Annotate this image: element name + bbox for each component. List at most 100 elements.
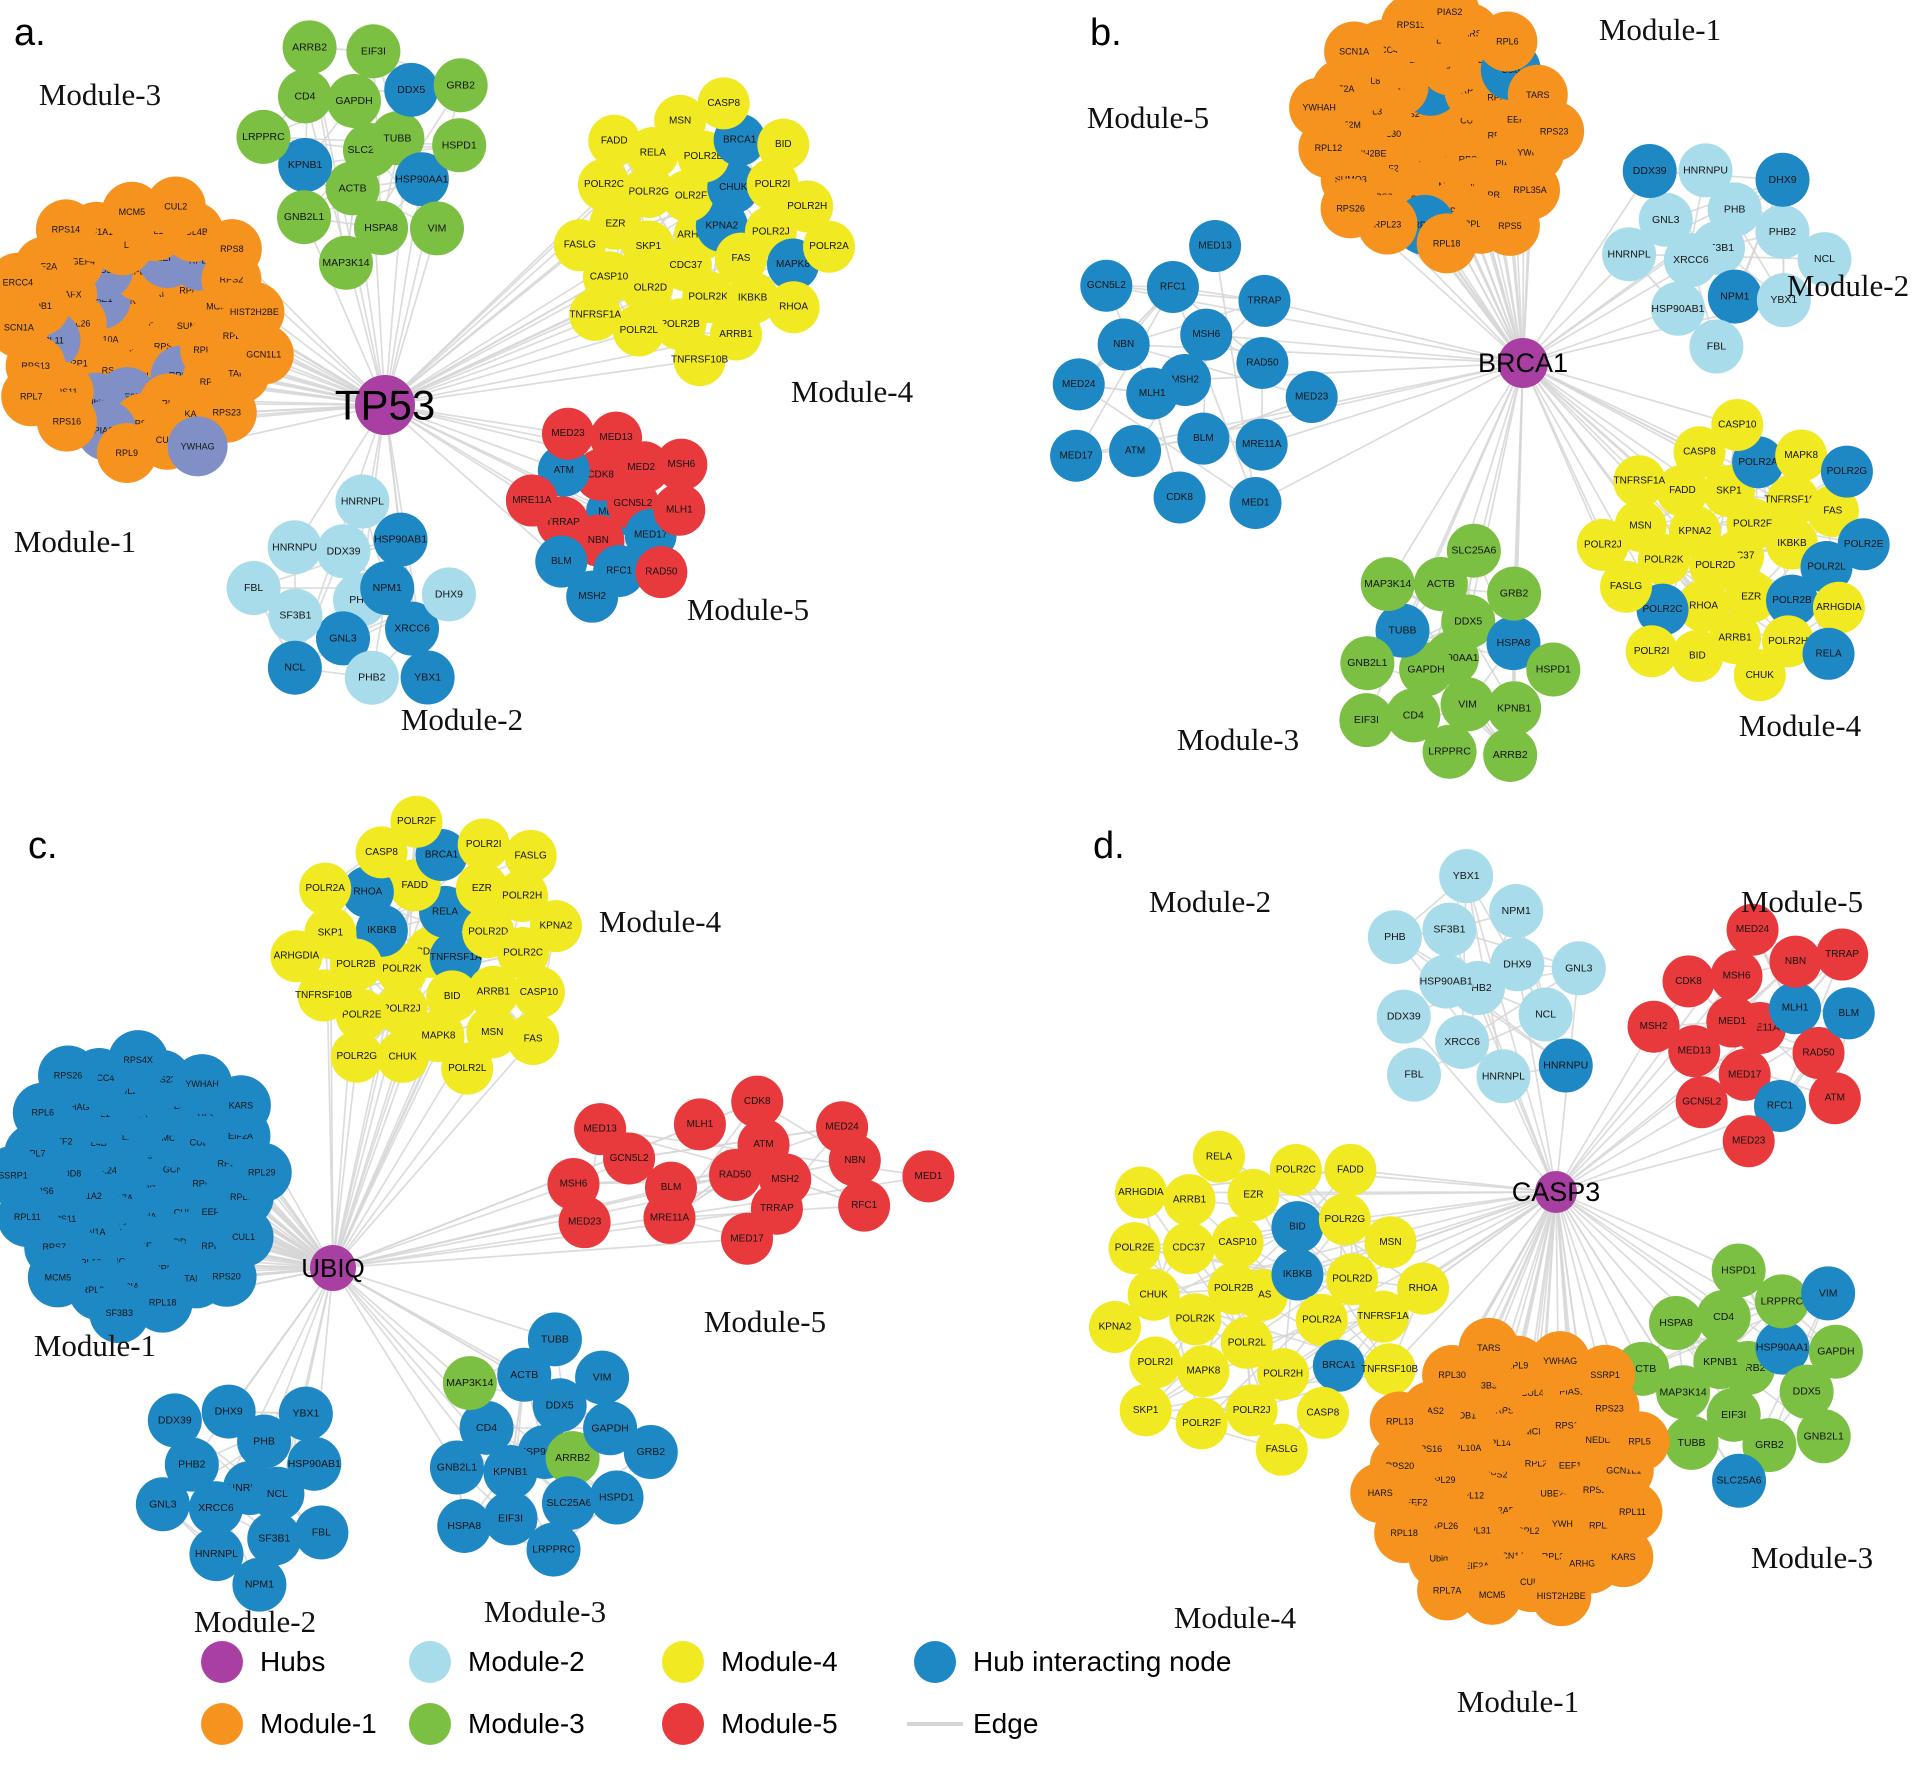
hubint-node-circle[interactable] — [1153, 471, 1206, 524]
node-FBL[interactable]: FBL — [1387, 1047, 1442, 1102]
m5-node-circle[interactable] — [1710, 950, 1763, 1003]
m4-node-circle[interactable] — [1673, 426, 1726, 479]
node-GNB2L1[interactable]: GNB2L1 — [429, 1440, 484, 1495]
hubint-node-circle[interactable] — [360, 561, 415, 616]
hubint-node-circle[interactable] — [196, 1246, 257, 1307]
m5-node-circle[interactable] — [737, 1118, 790, 1171]
node-HNRNPL[interactable]: HNRNPL — [335, 474, 390, 529]
node-POLR2H[interactable]: POLR2H — [496, 869, 549, 922]
node-SF3B1[interactable]: SF3B1 — [247, 1511, 302, 1566]
m5-node-circle[interactable] — [721, 1212, 774, 1265]
node-HSP90AA1[interactable]: HSP90AA1 — [1755, 1320, 1810, 1375]
node-MAPK8[interactable]: MAPK8 — [1177, 1345, 1230, 1398]
m5-node-circle[interactable] — [655, 438, 708, 491]
m5-node-circle[interactable] — [590, 411, 643, 464]
m3-node-circle[interactable] — [1706, 1387, 1761, 1442]
hub-BRCA1[interactable]: BRCA1 — [1478, 338, 1568, 388]
node-ACTB[interactable]: ACTB — [325, 161, 380, 216]
node-CHUK[interactable]: CHUK — [1733, 649, 1786, 702]
node-BLM[interactable]: BLM — [535, 535, 588, 588]
node-EZR[interactable]: EZR — [1725, 570, 1778, 623]
node-POLR2E[interactable]: POLR2E — [335, 989, 388, 1042]
m2-node-circle[interactable] — [1422, 902, 1477, 957]
node-MAP3K14[interactable]: MAP3K14 — [319, 235, 374, 290]
m4-node-circle[interactable] — [375, 982, 428, 1035]
m4-node-circle[interactable] — [1775, 429, 1828, 482]
m5-node-circle[interactable] — [1627, 1000, 1680, 1053]
hub-circle[interactable] — [1498, 338, 1548, 388]
node-POLR2B[interactable]: POLR2B — [1765, 574, 1818, 627]
hubint-node-circle[interactable] — [1375, 603, 1430, 658]
node-ARRB2[interactable]: ARRB2 — [545, 1431, 600, 1486]
node-RAD50[interactable]: RAD50 — [635, 546, 688, 599]
m4-node-circle[interactable] — [504, 829, 557, 882]
m4-node-circle[interactable] — [1733, 649, 1786, 702]
m4-node-circle[interactable] — [390, 795, 443, 848]
node-MSH6[interactable]: MSH6 — [1180, 308, 1233, 361]
m4-node-circle[interactable] — [577, 158, 630, 211]
node-RFC1[interactable]: RFC1 — [838, 1179, 891, 1232]
hubint-node-circle[interactable] — [38, 1045, 99, 1106]
node-FASLG[interactable]: FASLG — [1255, 1423, 1308, 1476]
node-PIAS2[interactable]: PIAS2 — [1419, 0, 1480, 42]
node-DHX9[interactable]: DHX9 — [201, 1384, 256, 1439]
m5-node-circle[interactable] — [1816, 928, 1869, 981]
hubint-node-circle[interactable] — [1271, 1201, 1324, 1254]
m4-node-circle[interactable] — [1677, 579, 1730, 632]
node-MED23[interactable]: MED23 — [1285, 371, 1338, 424]
m4-node-circle[interactable] — [1326, 1253, 1379, 1306]
m4-node-circle[interactable] — [529, 900, 582, 953]
m4-node-circle[interactable] — [376, 942, 429, 995]
node-POLR2G[interactable]: POLR2G — [330, 1030, 383, 1083]
node-RPL13[interactable]: RPL13 — [1369, 1391, 1430, 1452]
node-HSPD1[interactable]: HSPD1 — [589, 1470, 644, 1525]
m3-node-circle[interactable] — [1399, 642, 1454, 697]
hubint-node-circle[interactable] — [483, 1445, 538, 1500]
m3-node-circle[interactable] — [236, 109, 291, 164]
node-EIF3I[interactable]: EIF3I — [1339, 693, 1394, 748]
m1-node-circle[interactable] — [233, 324, 294, 385]
m5-node-circle[interactable] — [635, 546, 688, 599]
node-MRE11A[interactable]: MRE11A — [505, 474, 558, 527]
m1-node-circle[interactable] — [0, 252, 48, 313]
node-ERCC4[interactable]: ERCC4 — [0, 252, 48, 313]
node-POLR2I[interactable]: POLR2I — [457, 818, 510, 871]
node-TNFRSF1A[interactable]: TNFRSF1A — [569, 288, 621, 341]
node-DDX39[interactable]: DDX39 — [147, 1393, 202, 1448]
node-CHUK[interactable]: CHUK — [1127, 1268, 1180, 1321]
node-RPS26[interactable]: RPS26 — [38, 1045, 99, 1106]
m4-node-circle[interactable] — [1227, 1169, 1280, 1222]
m4-node-circle[interactable] — [1211, 1216, 1264, 1269]
node-FADD[interactable]: FADD — [588, 114, 641, 167]
node-PHB[interactable]: PHB — [1707, 182, 1762, 237]
hubint-node-circle[interactable] — [1769, 982, 1822, 1035]
slate-node-circle[interactable] — [167, 416, 228, 477]
m4-node-circle[interactable] — [455, 862, 508, 915]
node-RAD50[interactable]: RAD50 — [1236, 336, 1289, 389]
node-ACTB[interactable]: ACTB — [1413, 557, 1468, 612]
node-ATM[interactable]: ATM — [1109, 425, 1162, 478]
node-TUBB[interactable]: TUBB — [1375, 603, 1430, 658]
hubint-node-circle[interactable] — [147, 1393, 202, 1448]
m5-node-circle[interactable] — [558, 1196, 611, 1249]
m3-node-circle[interactable] — [346, 24, 401, 79]
node-POLR2A[interactable]: POLR2A — [803, 220, 856, 273]
node-RFC1[interactable]: RFC1 — [1753, 1079, 1806, 1132]
m2-node-circle[interactable] — [1678, 143, 1733, 198]
node-BID[interactable]: BID — [1271, 1201, 1324, 1254]
m1-node-circle[interactable] — [1350, 1462, 1411, 1523]
m5-node-circle[interactable] — [816, 1101, 869, 1154]
node-DDX5[interactable]: DDX5 — [532, 1378, 587, 1433]
node-NBN[interactable]: NBN — [1769, 935, 1822, 988]
hubint-node-circle[interactable] — [1622, 144, 1677, 199]
m1-node-circle[interactable] — [1320, 178, 1381, 239]
node-HIST2H2BE[interactable]: HIST2H2BE — [1531, 1566, 1592, 1627]
hubint-node-circle[interactable] — [1050, 429, 1103, 482]
node-BID[interactable]: BID — [426, 970, 479, 1023]
hubint-node-circle[interactable] — [1822, 987, 1875, 1040]
node-POLR2F[interactable]: POLR2F — [390, 795, 443, 848]
node-FADD[interactable]: FADD — [1324, 1143, 1377, 1196]
hub-UBIQ[interactable]: UBIQ — [301, 1245, 365, 1291]
node-POLR2E[interactable]: POLR2E — [1108, 1222, 1161, 1275]
node-MCM5[interactable]: MCM5 — [1462, 1564, 1523, 1625]
